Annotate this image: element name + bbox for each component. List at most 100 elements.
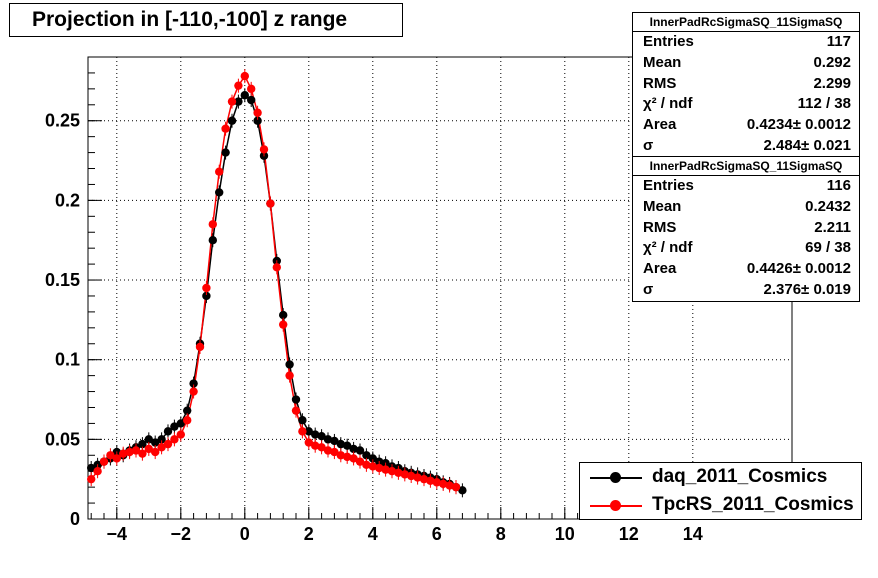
data-point xyxy=(317,431,326,441)
stat-key: σ xyxy=(643,136,654,154)
data-point xyxy=(247,84,256,94)
data-point xyxy=(227,97,237,106)
data-point xyxy=(234,97,243,106)
data-point xyxy=(323,446,333,455)
data-point xyxy=(163,427,173,436)
x-tick-label: 4 xyxy=(368,524,378,544)
data-point xyxy=(163,439,173,449)
data-point xyxy=(432,478,441,487)
data-point xyxy=(208,220,217,229)
data-point xyxy=(336,439,345,449)
x-tick-label: 2 xyxy=(304,524,314,544)
data-point xyxy=(355,457,365,466)
stat-key: Mean xyxy=(643,53,682,71)
data-point xyxy=(355,446,365,455)
data-point xyxy=(362,460,371,470)
x-tick-label: 6 xyxy=(432,524,442,544)
data-point xyxy=(259,145,269,154)
data-point xyxy=(125,447,134,457)
data-point xyxy=(368,462,377,471)
data-point xyxy=(419,474,429,484)
data-point xyxy=(285,360,294,369)
legend-entry-daq: daq_2011_Cosmics xyxy=(580,464,861,492)
stat-row-entries: Entries 117 xyxy=(633,32,859,53)
data-point xyxy=(323,435,333,444)
data-point xyxy=(311,430,320,439)
stats-box-daq: InnerPadRcSigmaSQ_11SigmaSQ Entries 117 M… xyxy=(632,12,860,158)
legend-label: TpcRS_2011_Cosmics xyxy=(652,494,854,515)
stat-value: 2.211 xyxy=(814,218,851,236)
y-tick-label: 0.2 xyxy=(55,190,80,210)
stat-row-chi2: χ² / ndf 69 / 38 xyxy=(633,238,859,259)
data-point xyxy=(291,395,301,404)
stat-row-chi2: χ² / ndf 112 / 38 xyxy=(633,94,859,115)
data-point xyxy=(215,188,224,197)
stat-value: 69 / 38 xyxy=(805,239,851,257)
data-point xyxy=(195,342,205,352)
x-tick-label: 0 xyxy=(240,524,250,544)
data-point xyxy=(112,454,122,463)
data-point xyxy=(279,310,288,320)
data-point xyxy=(227,116,237,125)
stat-row-rms: RMS 2.299 xyxy=(633,74,859,95)
stat-key: Area xyxy=(643,260,677,278)
x-tick-label: −4 xyxy=(107,524,128,544)
data-point xyxy=(285,371,294,380)
data-point xyxy=(387,467,397,476)
x-tick-label: −2 xyxy=(171,524,192,544)
stat-key: Entries xyxy=(643,177,694,194)
stats-box-tpcrs: InnerPadRcSigmaSQ_11SigmaSQ Entries 116 M… xyxy=(632,156,860,302)
grid-layer xyxy=(88,57,792,519)
data-point xyxy=(170,422,179,431)
data-point xyxy=(119,449,128,458)
legend-label: daq_2011_Cosmics xyxy=(652,466,828,487)
data-point xyxy=(336,451,345,460)
data-point xyxy=(106,451,115,460)
data-point xyxy=(183,416,192,425)
stat-row-entries: Entries 116 xyxy=(633,176,859,197)
stat-value: 2.299 xyxy=(813,74,851,92)
data-point xyxy=(189,379,198,388)
data-point xyxy=(131,446,141,455)
data-point xyxy=(151,447,160,457)
data-point xyxy=(445,481,454,490)
data-point xyxy=(247,95,256,105)
data-point xyxy=(343,452,352,462)
stat-row-sigma: σ 2.376± 0.019 xyxy=(633,280,859,301)
data-point xyxy=(87,474,96,484)
stat-key: σ xyxy=(643,280,654,298)
data-point xyxy=(208,236,217,245)
data-points xyxy=(87,69,467,498)
data-point xyxy=(298,416,307,425)
x-tick-label: 14 xyxy=(683,524,703,544)
data-point xyxy=(330,447,339,457)
stat-row-area: Area 0.4426± 0.0012 xyxy=(633,259,859,280)
stat-value: 0.4234± 0.0012 xyxy=(746,116,851,134)
stat-key: RMS xyxy=(643,74,677,92)
data-point xyxy=(215,167,224,176)
stats-box-title: InnerPadRcSigmaSQ_11SigmaSQ xyxy=(633,157,859,176)
data-point xyxy=(99,457,109,466)
data-point xyxy=(368,454,377,463)
data-point xyxy=(349,454,358,463)
legend-dot-marker xyxy=(610,472,621,483)
data-point xyxy=(151,438,160,447)
stat-value: 2.376± 0.019 xyxy=(763,280,851,298)
y-tick-label: 0.25 xyxy=(45,111,80,131)
data-point xyxy=(189,387,198,396)
data-point xyxy=(317,443,326,452)
data-point xyxy=(240,71,249,81)
data-point xyxy=(400,470,409,479)
data-point xyxy=(439,479,448,489)
data-point xyxy=(266,199,275,208)
data-point xyxy=(458,486,467,495)
data-point xyxy=(349,444,358,454)
data-point xyxy=(202,283,211,293)
data-point xyxy=(407,471,416,481)
stat-row-mean: Mean 0.292 xyxy=(633,53,859,74)
data-point xyxy=(304,427,313,436)
stat-key: Mean xyxy=(643,197,682,215)
y-tick-label: 0.05 xyxy=(45,429,80,449)
x-tick-label: 12 xyxy=(619,524,639,544)
stat-row-mean: Mean 0.2432 xyxy=(633,197,859,218)
